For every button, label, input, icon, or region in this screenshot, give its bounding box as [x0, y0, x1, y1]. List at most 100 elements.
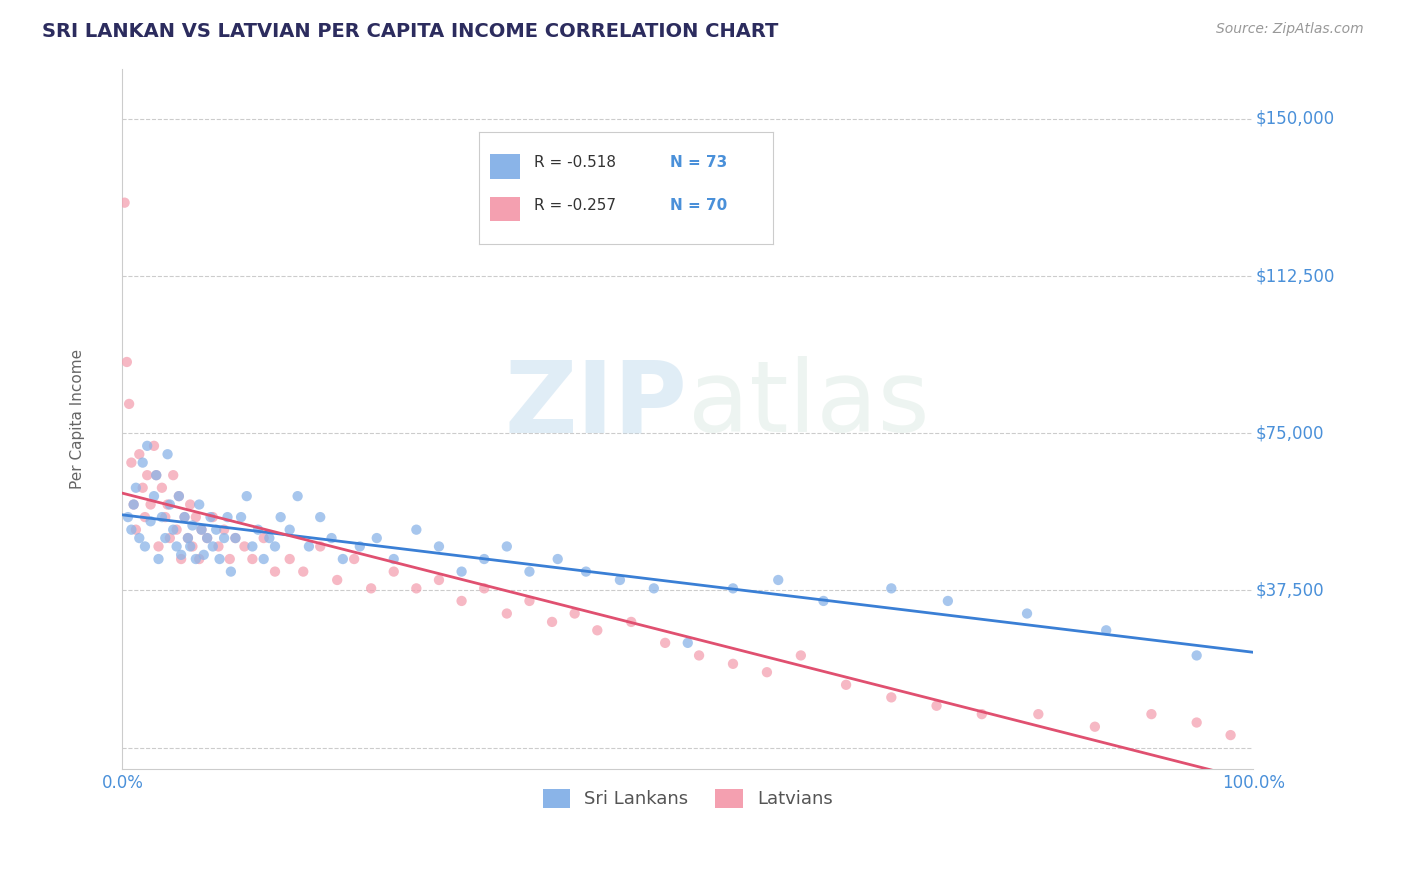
Point — [292, 565, 315, 579]
Point — [148, 552, 170, 566]
Point — [247, 523, 270, 537]
Point — [193, 548, 215, 562]
Point — [1095, 624, 1118, 638]
Point — [148, 540, 170, 554]
Point — [405, 582, 427, 596]
Point — [156, 498, 179, 512]
Point — [427, 573, 450, 587]
Point — [541, 615, 564, 629]
Point — [1140, 707, 1163, 722]
Point — [264, 565, 287, 579]
Point — [179, 540, 201, 554]
Point — [131, 481, 153, 495]
Text: Per Capita Income: Per Capita Income — [69, 349, 84, 489]
Text: $112,500: $112,500 — [1256, 267, 1334, 285]
Point — [688, 648, 710, 663]
Point — [143, 489, 166, 503]
Point — [155, 510, 177, 524]
Point — [128, 531, 150, 545]
Point — [145, 468, 167, 483]
Text: $37,500: $37,500 — [1256, 582, 1324, 599]
Point — [167, 489, 190, 503]
Point — [880, 690, 903, 705]
Point — [332, 552, 354, 566]
Point — [118, 397, 141, 411]
Point — [150, 481, 173, 495]
Point — [721, 582, 744, 596]
Point — [224, 531, 246, 545]
Point — [131, 456, 153, 470]
Text: $75,000: $75,000 — [1256, 425, 1324, 442]
Point — [880, 582, 903, 596]
Point — [177, 531, 200, 545]
Point — [326, 573, 349, 587]
Point — [654, 636, 676, 650]
Text: ZIP: ZIP — [505, 356, 688, 453]
Point — [343, 552, 366, 566]
Point — [270, 510, 292, 524]
Point — [676, 636, 699, 650]
Point — [547, 552, 569, 566]
Point — [195, 531, 218, 545]
Point — [620, 615, 643, 629]
Point — [1185, 648, 1208, 663]
Point — [166, 540, 188, 554]
Point — [1219, 728, 1241, 742]
Point — [264, 540, 287, 554]
Point — [159, 498, 181, 512]
Point — [125, 481, 148, 495]
Point — [150, 510, 173, 524]
Point — [159, 531, 181, 545]
Point — [205, 523, 228, 537]
Point — [114, 195, 136, 210]
Point — [122, 498, 145, 512]
Point — [139, 498, 162, 512]
Point — [242, 540, 264, 554]
Point — [936, 594, 959, 608]
Point — [1084, 720, 1107, 734]
Point — [259, 531, 281, 545]
Point — [179, 498, 201, 512]
Point — [970, 707, 993, 722]
Point — [450, 565, 472, 579]
Point — [349, 540, 371, 554]
Point — [321, 531, 343, 545]
Point — [450, 594, 472, 608]
Point — [405, 523, 427, 537]
Point — [360, 582, 382, 596]
Point — [427, 540, 450, 554]
Text: SRI LANKAN VS LATVIAN PER CAPITA INCOME CORRELATION CHART: SRI LANKAN VS LATVIAN PER CAPITA INCOME … — [42, 22, 779, 41]
Point — [184, 510, 207, 524]
Point — [224, 531, 246, 545]
Point — [217, 510, 239, 524]
Text: atlas: atlas — [688, 356, 929, 453]
Point — [235, 489, 257, 503]
Point — [813, 594, 835, 608]
Point — [177, 531, 200, 545]
Point — [278, 523, 301, 537]
Point — [166, 523, 188, 537]
Point — [755, 665, 778, 680]
Point — [643, 582, 665, 596]
Point — [162, 468, 184, 483]
Point — [212, 523, 235, 537]
Point — [115, 355, 138, 369]
Point — [835, 678, 858, 692]
Point — [253, 552, 276, 566]
Point — [366, 531, 388, 545]
Point — [120, 456, 142, 470]
Legend: Sri Lankans, Latvians: Sri Lankans, Latvians — [536, 781, 839, 815]
Point — [218, 552, 240, 566]
Point — [190, 523, 212, 537]
Point — [156, 447, 179, 461]
Point — [229, 510, 252, 524]
Point — [1185, 715, 1208, 730]
Point — [170, 552, 193, 566]
Point — [242, 552, 264, 566]
Point — [519, 594, 541, 608]
Point — [925, 698, 948, 713]
Point — [122, 498, 145, 512]
Point — [181, 518, 204, 533]
Point — [188, 498, 211, 512]
Point — [170, 548, 193, 562]
